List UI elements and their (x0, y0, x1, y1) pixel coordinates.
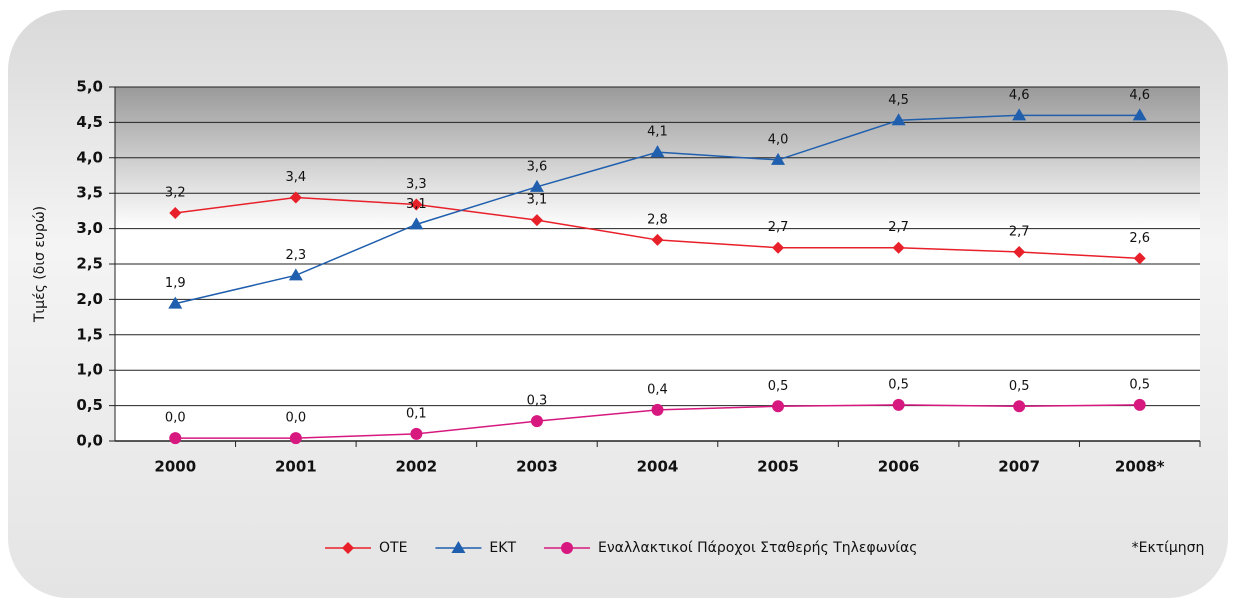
legend-marker (561, 542, 573, 554)
y-tick-label: 0,0 (76, 432, 103, 450)
x-tick-label: 2008* (1115, 458, 1165, 476)
data-label: 4,1 (647, 125, 668, 140)
x-tick-label: 2002 (396, 458, 438, 476)
y-axis-label: Τιμές (δισ ευρώ) (32, 206, 48, 323)
data-point (1013, 245, 1026, 258)
data-point (289, 432, 302, 445)
data-label: 0,5 (1009, 379, 1030, 394)
data-point (1012, 108, 1027, 121)
data-point (288, 268, 303, 281)
x-tick-label: 2007 (998, 458, 1040, 476)
data-point (289, 191, 302, 204)
y-tick-label: 1,0 (76, 361, 103, 379)
data-label: 2,8 (647, 212, 668, 227)
y-tick-label: 0,5 (76, 396, 103, 414)
y-tick-label: 4,0 (76, 148, 103, 166)
data-label: 2,6 (1129, 231, 1150, 246)
data-label: 4,6 (1129, 88, 1150, 103)
data-label: 2,7 (768, 220, 789, 235)
legend-marker (451, 541, 466, 553)
data-point (651, 233, 664, 246)
data-point (410, 427, 423, 440)
y-tick-label: 3,0 (76, 219, 103, 237)
data-point (772, 400, 785, 413)
data-label: 0,5 (768, 379, 789, 394)
data-point (1013, 400, 1026, 413)
data-label: 2,3 (285, 248, 306, 263)
y-tick-label: 3,5 (76, 184, 103, 202)
x-tick-label: 2003 (516, 458, 558, 476)
data-point (169, 432, 182, 445)
data-label: 3,1 (527, 193, 548, 208)
data-label: 1,9 (165, 276, 186, 291)
x-tick-label: 2005 (757, 458, 799, 476)
x-tick-label: 2001 (275, 458, 317, 476)
data-label: 4,0 (768, 132, 789, 147)
data-point (529, 179, 544, 192)
data-point (651, 403, 664, 416)
legend-label: Εναλλακτικοί Πάροχοι Σταθερής Τηλεφωνίας (598, 540, 917, 556)
data-point (892, 241, 905, 254)
y-tick-label: 4,5 (76, 113, 103, 131)
data-point (530, 214, 543, 227)
data-point (530, 415, 543, 428)
footnote: *Εκτίμηση (1132, 540, 1205, 556)
data-point (1132, 108, 1147, 121)
y-tick-label: 1,5 (76, 325, 103, 343)
data-label: 4,6 (1009, 88, 1030, 103)
data-label: 0,0 (165, 411, 186, 426)
data-label: 0,1 (406, 406, 427, 421)
y-tick-label: 5,0 (76, 78, 103, 96)
data-label: 0,3 (527, 394, 548, 409)
data-label: 4,5 (888, 93, 909, 108)
x-tick-label: 2000 (154, 458, 196, 476)
data-point (772, 241, 785, 254)
data-label: 2,7 (1009, 224, 1030, 239)
data-label: 3,6 (527, 159, 548, 174)
data-label: 3,2 (165, 186, 186, 201)
data-label: 3,3 (406, 177, 427, 192)
legend-marker (342, 542, 354, 554)
data-label: 3,1 (406, 197, 427, 212)
data-point (410, 198, 423, 211)
data-label: 3,4 (285, 170, 306, 185)
x-tick-label: 2006 (878, 458, 920, 476)
x-tick-label: 2004 (637, 458, 679, 476)
legend-label: ΕΚΤ (489, 540, 516, 556)
y-tick-label: 2,0 (76, 290, 103, 308)
data-point (169, 207, 182, 220)
data-point (1133, 252, 1146, 265)
data-label: 0,5 (888, 377, 909, 392)
data-point (650, 145, 665, 158)
data-point (168, 296, 183, 309)
data-point (892, 398, 905, 411)
data-point (1133, 398, 1146, 411)
data-point (409, 217, 424, 230)
data-label: 0,5 (1129, 377, 1150, 392)
data-label: 0,4 (647, 382, 668, 397)
data-point (891, 113, 906, 126)
data-point (771, 152, 786, 165)
data-label: 0,0 (285, 411, 306, 426)
data-label: 2,7 (888, 220, 909, 235)
y-tick-label: 2,5 (76, 255, 103, 273)
legend-label: ΟΤΕ (379, 540, 407, 556)
